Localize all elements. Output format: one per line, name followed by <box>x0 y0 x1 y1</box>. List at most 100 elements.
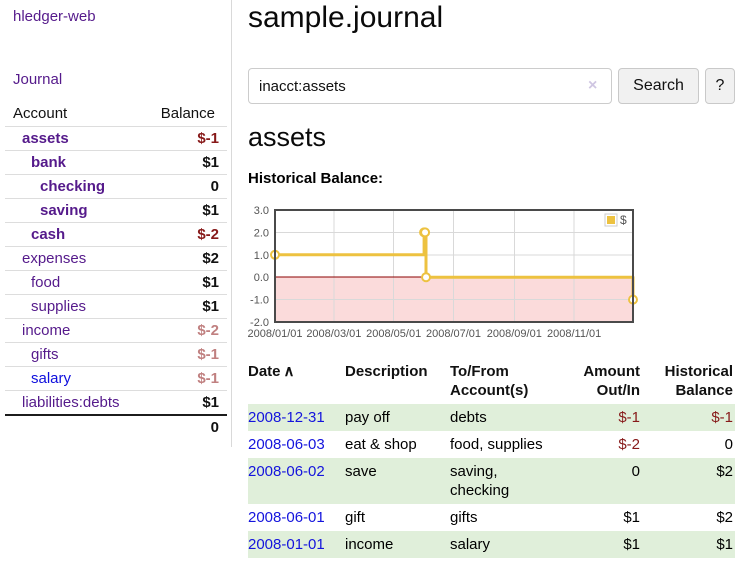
search-input[interactable] <box>248 68 612 104</box>
legend-swatch <box>607 216 615 224</box>
transaction-date-link[interactable]: 2008-01-01 <box>248 536 325 553</box>
page-title: sample.journal <box>248 1 444 34</box>
transaction-date-link[interactable]: 2008-06-03 <box>248 436 325 453</box>
transaction-amount: 0 <box>560 458 642 504</box>
transaction-accounts: debts <box>450 404 560 431</box>
account-column-header: Account <box>5 103 144 127</box>
account-link-salary[interactable]: salary <box>31 370 72 387</box>
accounts-header-row: Account Balance <box>5 103 227 127</box>
account-balance: $-2 <box>143 222 227 247</box>
transaction-date-link[interactable]: 2008-12-31 <box>248 409 325 426</box>
sort-by-date-link[interactable]: Date ∧ <box>248 363 295 380</box>
sidebar: hledger-web Journal Account Balance asse… <box>0 0 232 447</box>
account-row: supplies $1 <box>5 294 227 319</box>
svg-text:2008/07/01: 2008/07/01 <box>426 328 481 340</box>
transaction-row: 2008-01-01 income salary $1 $1 <box>248 531 735 558</box>
transaction-description: pay off <box>345 404 450 431</box>
account-balance: $1 <box>143 294 227 319</box>
transaction-amount: $1 <box>623 509 640 526</box>
account-row: cash $-2 <box>5 222 227 247</box>
account-balance: $-1 <box>143 126 227 151</box>
account-link-bank[interactable]: bank <box>31 154 67 171</box>
sidebar-item-journal[interactable]: Journal <box>13 71 63 88</box>
account-heading: assets <box>248 122 327 152</box>
account-row: food $1 <box>5 270 227 295</box>
account-balance: $2 <box>143 246 227 271</box>
brand-link[interactable]: hledger-web <box>13 8 96 25</box>
accounts-table: Account Balance assets $-1 bank $1 check… <box>5 103 227 439</box>
transaction-balance: $1 <box>642 531 735 558</box>
historical-balance-chart: 3.0 2.0 1.0 0.0 -1.0 -2.0 2008/01/01 2008/03/01… <box>247 197 648 343</box>
date-column-header: Date <box>248 363 281 380</box>
account-balance: $-1 <box>143 366 227 391</box>
transaction-amount: $-1 <box>560 404 642 431</box>
account-link-saving[interactable]: saving <box>40 202 88 219</box>
svg-text:-1.0: -1.0 <box>250 295 269 307</box>
description-column-header: Description <box>345 363 428 380</box>
accounts-total-balance: 0 <box>210 419 219 436</box>
account-row: assets $-1 <box>5 126 227 151</box>
account-balance: $1 <box>143 270 227 295</box>
transaction-description: income <box>345 531 450 558</box>
svg-text:3.0: 3.0 <box>254 205 269 217</box>
transaction-description: gift <box>345 509 366 526</box>
account-row: salary $-1 <box>5 366 227 391</box>
svg-text:-2.0: -2.0 <box>250 317 269 329</box>
accounts-total-row: 0 <box>5 415 227 439</box>
account-link-liabilities-debts[interactable]: liabilities:debts <box>22 394 120 411</box>
account-link-checking[interactable]: checking <box>40 178 106 195</box>
svg-text:1.0: 1.0 <box>254 250 269 262</box>
transaction-date-link[interactable]: 2008-06-01 <box>248 509 325 526</box>
transaction-description: eat & shop <box>345 436 417 453</box>
account-link-assets[interactable]: assets <box>22 130 69 147</box>
svg-text:2008/03/01: 2008/03/01 <box>306 328 361 340</box>
amount-column-header: Amount Out/In <box>583 363 640 399</box>
account-balance: $1 <box>143 198 227 223</box>
account-link-gifts[interactable]: gifts <box>31 346 59 363</box>
account-row: gifts $-1 <box>5 342 227 367</box>
data-point-marker <box>421 272 432 283</box>
svg-text:0.0: 0.0 <box>254 272 269 284</box>
account-balance: $-2 <box>143 318 227 343</box>
transaction-amount: $-2 <box>618 436 640 453</box>
transaction-accounts: gifts <box>450 509 478 526</box>
account-link-expenses[interactable]: expenses <box>22 250 87 267</box>
account-balance: 0 <box>143 174 227 199</box>
search-form: × Search ? <box>248 68 735 104</box>
svg-text:2008/09/01: 2008/09/01 <box>487 328 542 340</box>
transaction-balance: 0 <box>724 436 733 453</box>
account-link-income[interactable]: income <box>22 322 71 339</box>
legend-label: $ <box>620 213 627 227</box>
register-header-row: Date ∧ Description To/From Account(s) Amo… <box>248 360 735 404</box>
transaction-row: 2008-12-31 pay off debts $-1 $-1 <box>248 404 735 431</box>
account-row: checking 0 <box>5 174 227 199</box>
transaction-accounts: salary <box>450 531 560 558</box>
transaction-balance: $2 <box>716 509 733 526</box>
transaction-accounts: food, supplies <box>450 436 543 453</box>
account-balance: $-1 <box>143 342 227 367</box>
account-link-supplies[interactable]: supplies <box>31 298 87 315</box>
register-table: Date ∧ Description To/From Account(s) Amo… <box>248 360 735 558</box>
transaction-accounts: saving, checking <box>450 458 560 504</box>
plot-border <box>274 209 634 323</box>
account-link-cash[interactable]: cash <box>31 226 66 243</box>
transaction-date-link[interactable]: 2008-06-02 <box>248 463 325 480</box>
transaction-amount: $1 <box>560 531 642 558</box>
balance-column-header: Balance <box>143 103 227 127</box>
transaction-row: 2008-06-03 eat & shop food, supplies $-2… <box>248 431 735 458</box>
balance-column-header: Historical Balance <box>664 363 733 399</box>
data-point-marker <box>420 227 431 238</box>
account-row: income $-2 <box>5 318 227 343</box>
transaction-row: 2008-06-01 gift gifts $1 $2 <box>248 504 735 531</box>
search-button[interactable]: Search <box>618 68 699 104</box>
accounts-column-header: To/From Account(s) <box>450 363 529 399</box>
transaction-row: 2008-06-02 save saving, checking 0 $2 <box>248 458 735 504</box>
account-link-food[interactable]: food <box>31 274 61 291</box>
svg-text:2008/11/01: 2008/11/01 <box>547 328 601 340</box>
clear-search-icon[interactable]: × <box>588 77 598 94</box>
account-row: bank $1 <box>5 150 227 175</box>
help-button[interactable]: ? <box>705 68 735 104</box>
sort-ascending-icon: ∧ <box>283 363 295 380</box>
main-content: sample.journal × Search ? assets Histori… <box>247 0 735 582</box>
svg-text:2.0: 2.0 <box>254 227 269 239</box>
